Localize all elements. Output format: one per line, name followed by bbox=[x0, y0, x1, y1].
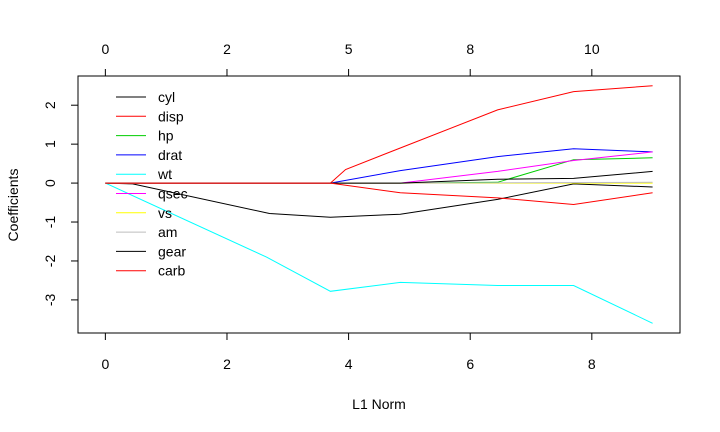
legend-label-vs: vs bbox=[158, 205, 172, 221]
y-tick-label: -3 bbox=[42, 293, 58, 306]
series-line-wt bbox=[105, 182, 653, 324]
legend-label-disp: disp bbox=[158, 108, 184, 124]
series-line-carb bbox=[105, 182, 653, 206]
legend-label-wt: wt bbox=[157, 166, 172, 182]
y-tick-label: 1 bbox=[42, 140, 58, 148]
x-axis-label: L1 Norm bbox=[352, 396, 406, 412]
legend-label-hp: hp bbox=[158, 128, 174, 144]
axes: 0 2 4 6 8 0 2 5 8 10 -3 -2 -1 0 1 2 bbox=[42, 41, 600, 372]
top-tick-label: 5 bbox=[345, 41, 353, 57]
top-tick-label: 2 bbox=[223, 41, 231, 57]
y-tick-label: 0 bbox=[42, 179, 58, 187]
x-tick-label: 2 bbox=[223, 356, 231, 372]
y-tick-label: -2 bbox=[42, 255, 58, 268]
y-tick-label: 2 bbox=[42, 101, 58, 109]
legend-label-qsec: qsec bbox=[158, 186, 188, 202]
y-axis-label: Coefficients bbox=[5, 169, 21, 242]
x-tick-label: 4 bbox=[345, 356, 353, 372]
series-line-disp bbox=[105, 85, 653, 184]
top-tick-label: 0 bbox=[101, 41, 109, 57]
series-line-hp bbox=[105, 157, 653, 184]
top-tick-label: 10 bbox=[584, 41, 600, 57]
series-line-cyl bbox=[105, 182, 653, 218]
legend-label-drat: drat bbox=[158, 147, 182, 163]
y-tick-label: -1 bbox=[42, 216, 58, 229]
legend-label-carb: carb bbox=[158, 263, 185, 279]
x-tick-label: 8 bbox=[588, 356, 596, 372]
top-tick-label: 8 bbox=[466, 41, 474, 57]
legend-label-cyl: cyl bbox=[158, 89, 175, 105]
x-tick-label: 6 bbox=[466, 356, 474, 372]
series-line-gear bbox=[105, 170, 653, 184]
series-lines bbox=[105, 85, 653, 324]
x-tick-label: 0 bbox=[101, 356, 109, 372]
legend-label-gear: gear bbox=[158, 243, 186, 259]
legend: cyl disp hp drat wt qsec vs am gear carb bbox=[116, 89, 188, 279]
legend-label-am: am bbox=[158, 224, 177, 240]
